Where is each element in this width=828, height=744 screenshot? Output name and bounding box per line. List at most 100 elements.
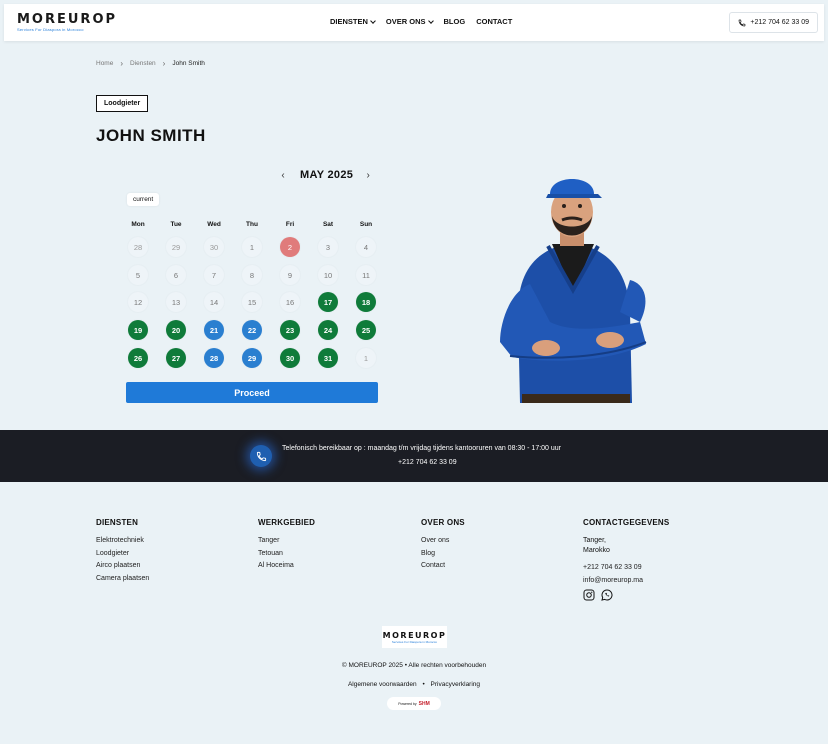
calendar-day: 5	[128, 265, 148, 285]
whatsapp-icon[interactable]	[601, 589, 613, 601]
calendar-day[interactable]: 27	[166, 348, 186, 368]
calendar-day: 12	[128, 292, 148, 312]
calendar-day[interactable]: 31	[318, 348, 338, 368]
footer-email[interactable]: info@moreurop.ma	[583, 576, 644, 584]
calendar-day: 11	[356, 265, 376, 285]
calendar-day: 16	[280, 292, 300, 312]
chevron-right-icon: ›	[120, 59, 124, 68]
weekday-label: Tue	[170, 221, 182, 228]
weekday-label: Fri	[285, 221, 295, 228]
logo-wordmark: MOREUROP	[17, 12, 118, 27]
footer-link[interactable]: Contact	[421, 562, 446, 570]
calendar-day: 1	[242, 237, 262, 257]
header-phone-number: +212 704 62 33 09	[750, 19, 809, 26]
calendar-day: 28	[128, 237, 148, 257]
footer-link[interactable]: Blog	[421, 549, 436, 557]
nav-item-over-ons[interactable]: OVER ONS	[386, 17, 434, 26]
logo[interactable]: MOREUROP Services For Diaspora in Morocc…	[17, 12, 118, 33]
footer-phone[interactable]: +212 704 62 33 09	[583, 564, 642, 571]
calendar-day: 10	[318, 265, 338, 285]
contact-band	[0, 430, 828, 482]
breadcrumb-home[interactable]: Home	[96, 60, 114, 67]
calendar-day[interactable]: 22	[242, 320, 262, 340]
footer-col-over-ons: OVER ONS Over ons Blog Contact	[421, 518, 465, 575]
calendar-day[interactable]: 28	[204, 348, 224, 368]
calendar-day: 30	[204, 237, 224, 257]
phone-call-icon	[250, 445, 272, 467]
calendar-day[interactable]: 23	[280, 320, 300, 340]
calendar-day[interactable]: 21	[204, 320, 224, 340]
calendar-day[interactable]: 30	[280, 348, 300, 368]
footer-link[interactable]: Loodgieter	[96, 549, 130, 557]
calendar-day: 15	[242, 292, 262, 312]
footer-link[interactable]: Al Hoceima	[258, 562, 294, 570]
breadcrumb-diensten[interactable]: Diensten	[130, 60, 156, 67]
footer-col-werkgebied: WERKGEBIED Tanger Tetouan Al Hoceima	[258, 518, 315, 575]
nav-item-diensten[interactable]: DIENSTEN	[330, 17, 376, 26]
logo-tagline: Services For Diaspora in Morocco	[17, 27, 84, 32]
calendar-day: 6	[166, 265, 186, 285]
social-links	[583, 589, 669, 601]
weekday-label: Wed	[207, 221, 221, 228]
calendar-day[interactable]: 26	[128, 348, 148, 368]
footer-heading: DIENSTEN	[96, 518, 139, 527]
legal-separator: •	[422, 681, 425, 688]
proceed-button[interactable]: Proceed	[126, 382, 378, 403]
calendar-day[interactable]: 24	[318, 320, 338, 340]
footer-link[interactable]: Tetouan	[258, 549, 283, 557]
footer-heading: CONTACTGEGEVENS	[583, 518, 670, 527]
calendar-day: 13	[166, 292, 186, 312]
weekday-label: Mon	[131, 221, 145, 228]
calendar-day: 8	[242, 265, 262, 285]
calendar-day[interactable]: 19	[128, 320, 148, 340]
nav-item-blog[interactable]: BLOG	[443, 17, 466, 26]
legal-links: Algemene voorwaarden • Privacyverklaring	[0, 681, 828, 688]
footer-logo-tagline: Services For Diaspora in Morocco	[391, 639, 438, 644]
footer-link[interactable]: Camera plaatsen	[96, 574, 150, 582]
calendar-day[interactable]: 20	[166, 320, 186, 340]
footer-logo-wordmark: MOREUROP	[382, 630, 447, 640]
chevron-right-icon: ›	[162, 59, 166, 68]
site-header: MOREUROP Services For Diaspora in Morocc…	[4, 4, 824, 41]
weekday-label: Sat	[322, 221, 334, 228]
next-month-button[interactable]: ›	[366, 169, 370, 181]
footer-logo[interactable]: MOREUROP Services For Diaspora in Morocc…	[382, 626, 447, 648]
calendar-day: 7	[204, 265, 224, 285]
calendar-day: 4	[356, 237, 376, 257]
calendar-header: ‹ MAY 2025 ›	[278, 169, 373, 181]
calendar-day: 29	[166, 237, 186, 257]
calendar-day: 3	[318, 237, 338, 257]
footer-col-contact: CONTACTGEGEVENS Tanger, Marokko +212 704…	[583, 518, 669, 601]
current-badge[interactable]: current	[127, 193, 160, 206]
calendar-day: 1	[356, 348, 376, 368]
footer-country: Marokko	[583, 547, 610, 554]
breadcrumb-current: John Smith	[172, 60, 205, 67]
powered-by-badge[interactable]: Powered by SHM	[387, 697, 441, 710]
powered-by-label: Powered by	[398, 701, 417, 706]
privacy-link[interactable]: Privacyverklaring	[430, 681, 481, 688]
chevron-down-icon	[370, 17, 376, 24]
nav-item-contact[interactable]: CONTACT	[476, 17, 513, 26]
weekday-label: Sun	[359, 221, 373, 228]
phone-icon	[739, 19, 746, 26]
category-tag: Loodgieter	[96, 95, 149, 112]
calendar-day[interactable]: 25	[356, 320, 376, 340]
calendar-day[interactable]: 29	[242, 348, 262, 368]
instagram-icon[interactable]	[583, 589, 595, 601]
prev-month-button[interactable]: ‹	[281, 169, 285, 181]
calendar-day[interactable]: 18	[356, 292, 376, 312]
footer-link[interactable]: Tanger	[258, 537, 280, 544]
header-phone-button[interactable]: +212 704 62 33 09	[729, 12, 818, 33]
calendar-day[interactable]: 17	[318, 292, 338, 312]
footer-city: Tanger,	[583, 537, 606, 544]
terms-link[interactable]: Algemene voorwaarden	[347, 681, 417, 688]
calendar-day: 14	[204, 292, 224, 312]
calendar-month-label: MAY 2025	[300, 169, 354, 181]
footer-link[interactable]: Airco plaatsen	[96, 562, 141, 570]
breadcrumb: Home › Diensten › John Smith	[96, 59, 205, 68]
footer-link[interactable]: Elektrotechniek	[96, 537, 144, 544]
page-title: JOHN SMITH	[96, 126, 206, 145]
contact-band-phone[interactable]: +212 704 62 33 09	[398, 459, 457, 466]
footer-link[interactable]: Over ons	[421, 537, 450, 544]
weekday-label: Thu	[246, 221, 258, 228]
